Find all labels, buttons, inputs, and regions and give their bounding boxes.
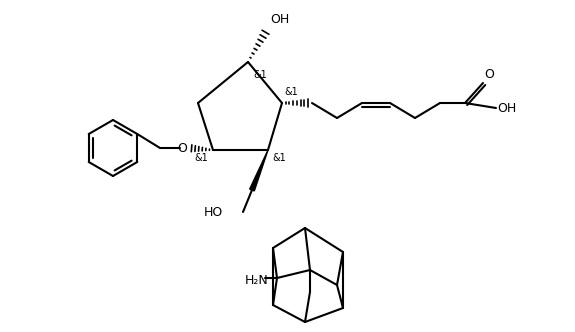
Text: &1: &1 <box>253 70 267 80</box>
Text: HO: HO <box>204 206 223 218</box>
Text: OH: OH <box>497 102 516 115</box>
Text: &1: &1 <box>284 87 298 97</box>
Text: O: O <box>484 68 494 81</box>
Text: H₂N: H₂N <box>245 274 269 287</box>
Text: &1: &1 <box>272 153 286 163</box>
Text: O: O <box>177 141 187 154</box>
Text: OH: OH <box>270 13 289 26</box>
Polygon shape <box>250 150 268 191</box>
Text: &1: &1 <box>194 153 208 163</box>
